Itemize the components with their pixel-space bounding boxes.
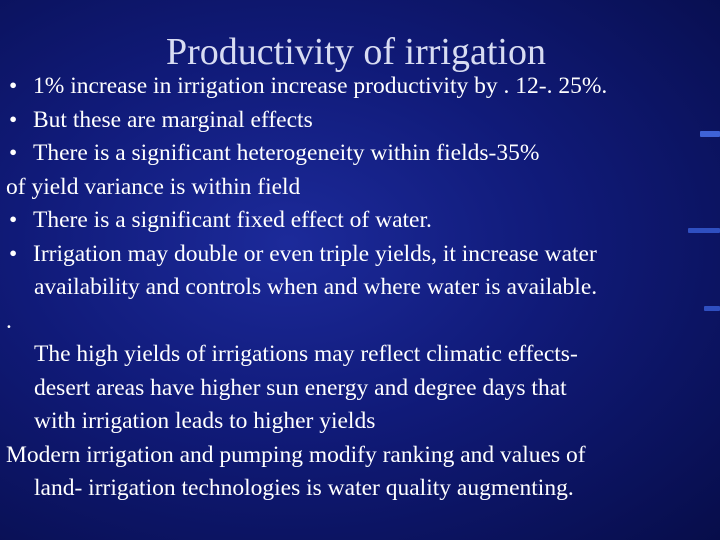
line-text: desert areas have higher sun energy and … (34, 374, 567, 401)
line-text: Irrigation may double or even triple yie… (33, 240, 597, 267)
line-text: There is a significant fixed effect of w… (33, 207, 432, 233)
text-line: with irrigation leads to higher yields (6, 405, 710, 439)
accent-bar (700, 131, 720, 137)
line-text: of yield variance is within field (6, 173, 301, 200)
text-line: land- irrigation technologies is water q… (6, 472, 710, 506)
bullet-glyph: • (9, 207, 18, 233)
line-text: Modern irrigation and pumping modify ran… (6, 441, 586, 468)
text-line: The high yields of irrigations may refle… (6, 338, 710, 372)
bullet-line: • But these are marginal effects (6, 104, 710, 138)
line-text: availability and controls when and where… (34, 274, 598, 300)
bullet-glyph: • (9, 140, 18, 166)
line-text: There is a significant heterogeneity wit… (33, 140, 540, 166)
bullet-line: • There is a significant heterogeneity w… (6, 137, 710, 171)
line-text: land- irrigation technologies is water q… (34, 475, 574, 501)
slide-body: • 1% increase in irrigation increase pro… (6, 70, 710, 506)
accent-bar (688, 228, 720, 233)
line-text: The high yields of irrigations may refle… (34, 341, 578, 367)
bullet-line: • 1% increase in irrigation increase pro… (6, 70, 710, 104)
bullet-glyph: • (9, 240, 18, 267)
text-line: . (6, 305, 710, 339)
slide-title: Productivity of irrigation (166, 31, 546, 73)
accent-bar (704, 306, 720, 311)
text-line: of yield variance is within field (6, 171, 710, 205)
text-line: desert areas have higher sun energy and … (6, 372, 710, 406)
bullet-glyph: • (9, 73, 18, 99)
line-text: with irrigation leads to higher yields (34, 408, 376, 434)
line-text: But these are marginal effects (33, 106, 313, 133)
bullet-glyph: • (9, 106, 18, 133)
text-line: availability and controls when and where… (6, 271, 710, 305)
bullet-line: • There is a significant fixed effect of… (6, 204, 710, 238)
line-text: 1% increase in irrigation increase produ… (33, 73, 608, 99)
bullet-line: • Irrigation may double or even triple y… (6, 238, 710, 272)
text-line: Modern irrigation and pumping modify ran… (6, 439, 710, 473)
line-text: . (6, 307, 12, 334)
